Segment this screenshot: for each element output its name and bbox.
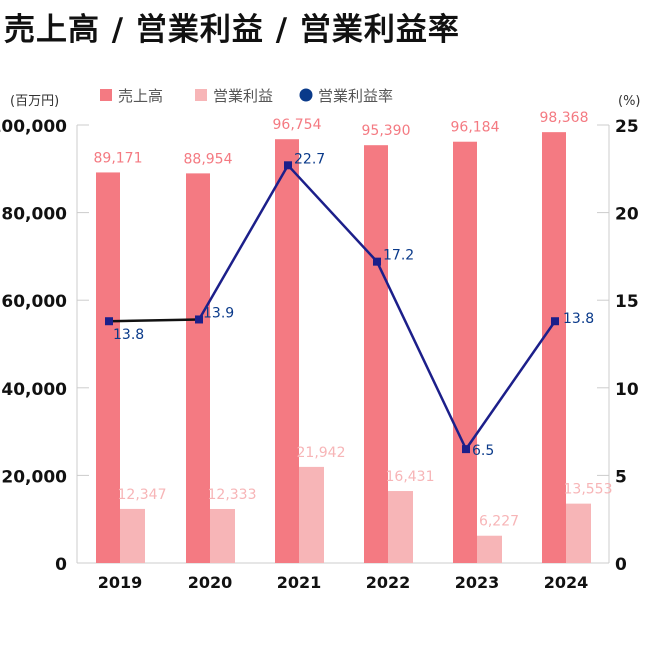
margin-marker <box>373 257 381 266</box>
profit-label: 12,347 <box>118 487 167 503</box>
sales-bar <box>364 145 388 563</box>
margin-line-segment <box>287 164 378 263</box>
y-tick-label: 40,000 <box>1 380 67 400</box>
y2-axis-unit: (%) <box>618 94 641 109</box>
margin-label: 17.2 <box>383 248 414 264</box>
sales-label: 98,368 <box>540 110 589 126</box>
x-tick-label: 2024 <box>544 573 589 592</box>
x-tick-label: 2023 <box>455 573 500 592</box>
legend-marker <box>299 88 313 102</box>
profit-bar <box>388 491 413 563</box>
sales-bar <box>453 141 477 563</box>
profit-label: 16,431 <box>386 469 435 485</box>
sales-bar <box>275 139 299 564</box>
profit-bar <box>566 503 591 563</box>
y-tick-label: 100,000 <box>0 117 67 137</box>
legend-label: 営業利益 <box>213 87 273 105</box>
y-tick-label: 80,000 <box>1 205 67 225</box>
x-tick-label: 2020 <box>188 573 233 592</box>
y-tick-label: 20,000 <box>1 467 67 487</box>
profit-label: 12,333 <box>208 487 257 503</box>
margin-marker <box>105 317 113 326</box>
margin-marker <box>551 317 559 326</box>
sales-bar <box>186 173 210 564</box>
margin-label: 13.8 <box>113 327 144 343</box>
y2-tick-label: 5 <box>615 467 627 487</box>
y-axis-unit: (百万円) <box>10 94 59 109</box>
y-tick-label: 0 <box>55 555 67 575</box>
sales-bar <box>96 172 120 563</box>
y2-tick-label: 25 <box>615 117 639 137</box>
sales-label: 95,390 <box>362 123 411 139</box>
y2-tick-label: 0 <box>615 555 627 575</box>
sales-label: 96,754 <box>273 117 322 133</box>
profit-bar <box>477 535 502 563</box>
y2-tick-label: 20 <box>615 205 639 225</box>
sales-label: 96,184 <box>451 120 500 136</box>
sales-label: 89,171 <box>94 150 143 166</box>
y2-tick-label: 15 <box>615 292 639 312</box>
y2-tick-label: 10 <box>615 380 639 400</box>
x-tick-label: 2019 <box>98 573 143 592</box>
margin-label: 13.8 <box>563 311 594 327</box>
margin-line-segment <box>464 320 557 450</box>
sales-label: 88,954 <box>184 151 233 167</box>
profit-label: 6,227 <box>479 514 519 530</box>
profit-label: 21,942 <box>297 445 346 461</box>
profit-bar <box>299 466 324 563</box>
profit-label: 13,553 <box>564 482 613 498</box>
sales-bar <box>542 132 566 563</box>
profit-bar <box>210 508 235 563</box>
margin-marker <box>195 315 203 324</box>
margin-marker <box>284 161 292 170</box>
profit-bar <box>120 508 145 563</box>
margin-marker <box>462 445 470 454</box>
chart-title: 売上高 / 営業利益 / 営業利益率 <box>4 12 460 48</box>
y-tick-label: 60,000 <box>1 292 67 312</box>
margin-line-segment <box>108 318 200 323</box>
legend-label: 営業利益率 <box>318 87 393 105</box>
margin-label: 6.5 <box>472 443 494 459</box>
margin-label: 22.7 <box>294 151 325 167</box>
margin-line-segment <box>375 261 468 450</box>
margin-label: 13.9 <box>203 305 234 321</box>
x-tick-label: 2021 <box>277 573 322 592</box>
legend-swatch <box>100 89 112 101</box>
x-tick-label: 2022 <box>366 573 411 592</box>
legend-swatch <box>195 89 207 101</box>
margin-line-segment <box>197 164 290 321</box>
legend-label: 売上高 <box>118 87 163 105</box>
